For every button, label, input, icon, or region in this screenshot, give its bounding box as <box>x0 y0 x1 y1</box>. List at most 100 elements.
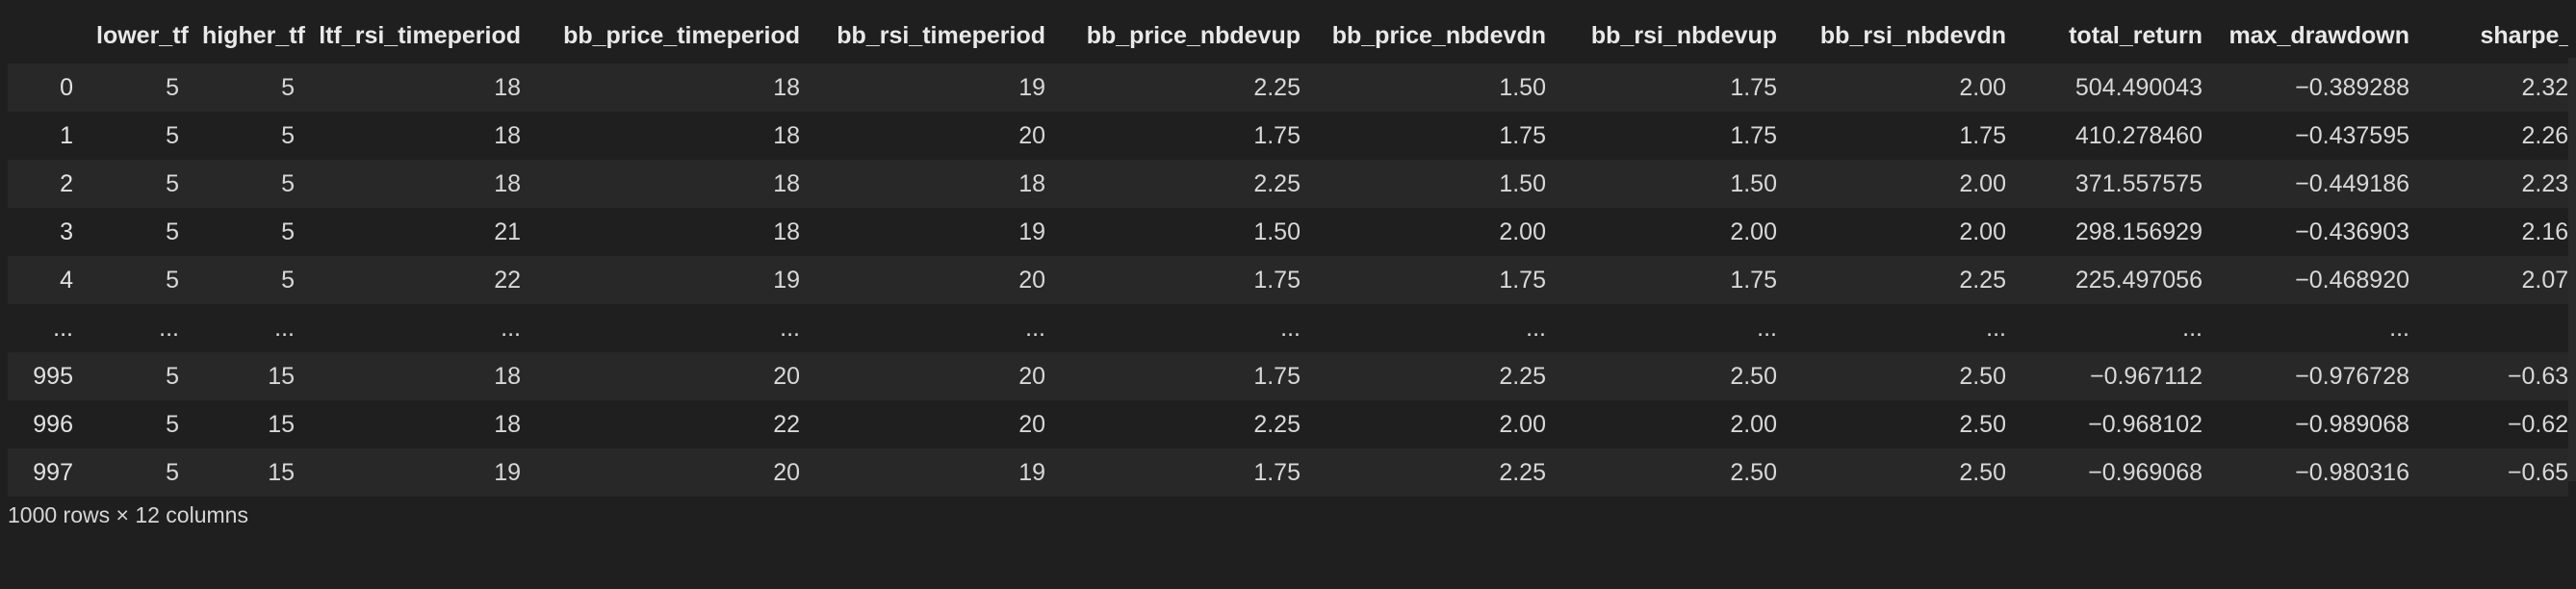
table-cell: 5 <box>281 169 295 197</box>
table-cell: −0.436903 <box>2295 218 2409 245</box>
table-cell: 2.00 <box>1959 169 2006 197</box>
column-header-index <box>8 8 85 64</box>
table-cell: 5 <box>166 218 179 245</box>
column-header: max_drawdown <box>2228 21 2409 49</box>
table-cell: ... <box>2421 304 2568 352</box>
table-cell: ... <box>501 314 521 342</box>
table-cell: 410.278460 <box>2074 121 2202 149</box>
table-cell: 5 <box>166 458 179 486</box>
table-cell: 2.50 <box>1959 410 2006 438</box>
table-cell: 1.75 <box>1730 121 1777 149</box>
table-cell: −0.389288 <box>2295 73 2409 101</box>
table-cell: 19 <box>494 458 521 486</box>
column-header: total_return <box>2069 21 2202 49</box>
row-index: 0 <box>60 73 73 101</box>
table-cell: 5 <box>281 266 295 294</box>
table-row: 1 5 5 18 18 20 1.75 1.75 1.75 1.75 410.278460 −0.43… <box>8 112 2568 160</box>
table-cell: 18 <box>494 121 521 149</box>
column-header: lower_tf <box>96 21 189 49</box>
table-cell: 1.50 <box>1499 73 1546 101</box>
table-cell: 18 <box>773 121 800 149</box>
column-header: bb_price_nbdevup <box>1086 21 1301 49</box>
column-header: higher_tf <box>202 21 305 49</box>
column-header: bb_rsi_nbdevup <box>1590 21 1777 49</box>
table-cell: 2.00 <box>1499 410 1546 438</box>
table-cell: 5 <box>166 169 179 197</box>
table-cell: 2.25 <box>1253 169 1301 197</box>
table-cell: 15 <box>268 410 295 438</box>
row-index: 4 <box>60 266 73 294</box>
table-cell: 2.50 <box>1789 497 2018 500</box>
table-cell: 1.75 <box>1253 121 1301 149</box>
table-row: 997 5 15 19 20 19 1.75 2.25 2.50 2.50 −0.969068 −0.… <box>8 448 2568 497</box>
table-cell: 2.50 <box>1730 362 1777 390</box>
table-cell: 20 <box>773 458 800 486</box>
table-cell: 1.75 <box>1730 266 1777 294</box>
table-cell: −0.437595 <box>2295 121 2409 149</box>
table-cell: 2.50 <box>1312 497 1558 500</box>
table-cell: 1.50 <box>1253 218 1301 245</box>
table-row: 9985151919182.502.502.502.50−0.975576−0.… <box>8 497 2568 500</box>
row-index: ... <box>53 314 73 342</box>
table-cell: 19 <box>1018 73 1045 101</box>
ellipsis-row: ....................................... <box>8 304 2568 352</box>
table-cell: 5 <box>166 410 179 438</box>
table-cell: −0.989047 <box>2214 497 2421 500</box>
table-cell: 5 <box>281 218 295 245</box>
row-column-summary: 1000 rows × 12 columns <box>8 502 248 527</box>
table-cell: 22 <box>494 266 521 294</box>
table-cell: 2.00 <box>1499 218 1546 245</box>
table-cell: 15 <box>268 362 295 390</box>
row-index: 996 <box>33 410 73 438</box>
table-cell: −0.449186 <box>2295 169 2409 197</box>
table-cell: −0.980316 <box>2295 458 2409 486</box>
table-cell: 1.50 <box>1499 169 1546 197</box>
table-cell: 18 <box>773 169 800 197</box>
table-cell: −0.7288 <box>2421 497 2568 500</box>
row-index: 997 <box>33 458 73 486</box>
table-cell: 18 <box>1018 169 1045 197</box>
table-row: 0 5 5 18 18 19 2.25 1.50 1.75 2.00 504.490043 −0.38… <box>8 64 2568 112</box>
table-row: 3 5 5 21 18 19 1.50 2.00 2.00 2.00 298.156929 −0.43… <box>8 208 2568 256</box>
row-index: 1 <box>60 121 73 149</box>
table-body: 0 5 5 18 18 19 2.25 1.50 1.75 2.00 504.490043 −0.38… <box>8 64 2568 500</box>
table-cell: 20 <box>1018 121 1045 149</box>
table-cell: −0.6346 <box>2507 362 2568 390</box>
table-cell: ... <box>2182 314 2202 342</box>
table-cell: 2.0750 <box>2521 266 2568 294</box>
horizontal-overflow-edge <box>2568 58 2576 481</box>
table-cell: 18 <box>494 73 521 101</box>
table-cell: 5 <box>166 121 179 149</box>
table-cell: 20 <box>1018 362 1045 390</box>
table-cell: −0.6522 <box>2507 458 2568 486</box>
table-cell: 371.557575 <box>2074 169 2202 197</box>
table-cell: 2.2614 <box>2521 121 2568 149</box>
table-cell: 2.3288 <box>2521 73 2568 101</box>
table-cell: −0.968102 <box>2088 410 2202 438</box>
table-cell: 22 <box>773 410 800 438</box>
table-cell: ... <box>1757 314 1777 342</box>
table-cell: ... <box>159 314 179 342</box>
table-cell: −0.6274 <box>2507 410 2568 438</box>
column-header: bb_rsi_timeperiod <box>837 21 1045 49</box>
table-cell: 2.50 <box>1959 458 2006 486</box>
table-row: 2 5 5 18 18 18 2.25 1.50 1.50 2.00 371.557575 −0.44… <box>8 160 2568 208</box>
table-cell: 2.25 <box>1499 458 1546 486</box>
table-cell: ... <box>2389 314 2409 342</box>
dataframe-table: lower_tf higher_tf ltf_rsi_timeperiod bb… <box>8 8 2568 500</box>
table-cell: 2.00 <box>1730 410 1777 438</box>
table-cell: 19 <box>532 497 811 500</box>
table-row: 4 5 5 22 19 20 1.75 1.75 1.75 2.25 225.497056 −0.46… <box>8 256 2568 304</box>
table-cell: 2.25 <box>1253 410 1301 438</box>
table-cell: 19 <box>773 266 800 294</box>
table-scroll-area[interactable]: lower_tf higher_tf ltf_rsi_timeperiod bb… <box>8 8 2568 500</box>
table-cell: 19 <box>1018 458 1045 486</box>
column-header: bb_price_timeperiod <box>563 21 800 49</box>
table-cell: 5 <box>166 362 179 390</box>
table-cell: 298.156929 <box>2074 218 2202 245</box>
table-cell: 1.75 <box>1253 362 1301 390</box>
table-row: 996 5 15 18 22 20 2.25 2.00 2.00 2.50 −0.968102 −0.… <box>8 400 2568 448</box>
table-cell: −0.468920 <box>2295 266 2409 294</box>
table-cell: −0.989068 <box>2295 410 2409 438</box>
